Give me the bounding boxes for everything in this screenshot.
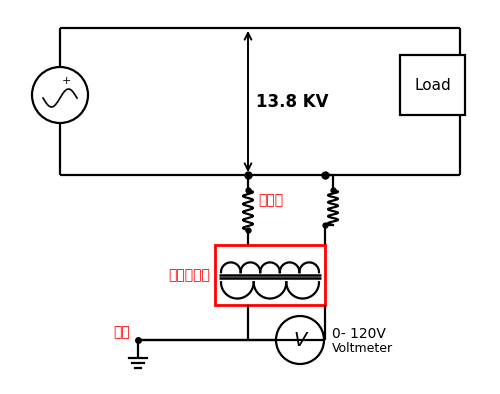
Bar bbox=[215, 245, 325, 305]
Circle shape bbox=[276, 316, 324, 364]
Text: V: V bbox=[294, 331, 306, 349]
Text: +: + bbox=[62, 76, 70, 86]
Text: 接地: 接地 bbox=[113, 325, 130, 339]
Text: 电压互感器: 电压互感器 bbox=[168, 268, 210, 282]
Text: 0- 120V: 0- 120V bbox=[332, 327, 386, 341]
Bar bbox=[400, 55, 465, 115]
Text: Load: Load bbox=[414, 78, 451, 93]
Text: 13.8 KV: 13.8 KV bbox=[256, 93, 328, 110]
Circle shape bbox=[32, 67, 88, 123]
Text: 保险丝: 保险丝 bbox=[258, 193, 283, 207]
Text: Voltmeter: Voltmeter bbox=[332, 342, 393, 355]
